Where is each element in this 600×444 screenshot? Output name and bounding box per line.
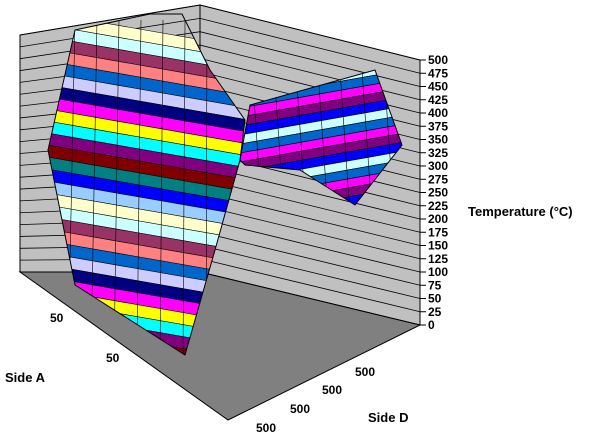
temperature-band xyxy=(48,117,245,171)
temperature-band xyxy=(240,70,402,109)
z-tick-label: 0 xyxy=(428,318,435,332)
y-axis-title: Side D xyxy=(368,410,408,425)
temperature-band xyxy=(48,93,245,147)
side-d-tick-label: 500 xyxy=(256,421,276,435)
z-tick-label: 50 xyxy=(428,292,442,306)
z-axis-ticks: 0255075100125150175200225250275300325350… xyxy=(420,53,448,332)
z-tick-label: 175 xyxy=(428,225,448,239)
wall-gridline xyxy=(19,4,421,61)
z-tick-label: 200 xyxy=(428,212,448,226)
side-d-tick-label: 500 xyxy=(290,402,310,416)
z-axis-title: Temperature (°C) xyxy=(468,204,573,219)
z-tick-label: 250 xyxy=(428,186,448,200)
surface-mesh-line xyxy=(339,70,351,205)
z-tick-label: 450 xyxy=(428,80,448,94)
temperature-band xyxy=(240,131,402,172)
side-d-tick-label: 500 xyxy=(355,365,375,379)
temperature-band xyxy=(48,33,245,87)
z-tick-label: 500 xyxy=(428,53,448,67)
temperature-band xyxy=(48,189,245,243)
z-tick-label: 425 xyxy=(428,93,448,107)
temperature-band xyxy=(48,201,245,255)
z-tick-label: 150 xyxy=(428,239,448,253)
temperature-band xyxy=(48,21,245,75)
temperature-band xyxy=(48,69,245,123)
temperature-band xyxy=(240,95,402,136)
z-tick-label: 350 xyxy=(428,133,448,147)
z-tick-label: 375 xyxy=(428,119,448,133)
temperature-band xyxy=(48,153,245,207)
temperature-band xyxy=(48,45,245,99)
x-axis-title: Side A xyxy=(5,370,46,385)
z-tick-label: 25 xyxy=(428,305,442,319)
z-tick-label: 100 xyxy=(428,265,448,279)
surface-right-outline xyxy=(239,69,403,206)
temperature-band xyxy=(48,165,245,219)
side-a-tick-label: 50 xyxy=(50,311,64,325)
z-tick-label: 125 xyxy=(428,252,448,266)
side-a-tick-label: 50 xyxy=(106,351,120,365)
temperature-band xyxy=(48,141,245,195)
z-tick-label: 475 xyxy=(428,66,448,80)
surface-mesh-line xyxy=(113,19,120,355)
z-tick-label: 325 xyxy=(428,146,448,160)
surface-mesh-line xyxy=(136,19,142,355)
temperature-band xyxy=(240,113,402,154)
temperature-band xyxy=(48,105,245,159)
temperature-band xyxy=(240,104,402,145)
temperature-band xyxy=(48,81,245,135)
side-d-tick-label: 500 xyxy=(322,383,342,397)
z-tick-label: 275 xyxy=(428,172,448,186)
temperature-band xyxy=(48,57,245,111)
surface-mesh-line xyxy=(182,19,186,355)
temperature-band xyxy=(240,122,402,163)
z-tick-label: 300 xyxy=(428,159,448,173)
z-tick-label: 75 xyxy=(428,278,442,292)
temperature-band xyxy=(48,129,245,183)
temperature-band xyxy=(48,213,245,267)
z-tick-label: 400 xyxy=(428,106,448,120)
temperature-band xyxy=(48,177,245,231)
temperature-band xyxy=(240,77,402,118)
surface-mesh-line xyxy=(159,19,164,355)
temperature-band xyxy=(240,86,402,127)
z-tick-label: 225 xyxy=(428,199,448,213)
